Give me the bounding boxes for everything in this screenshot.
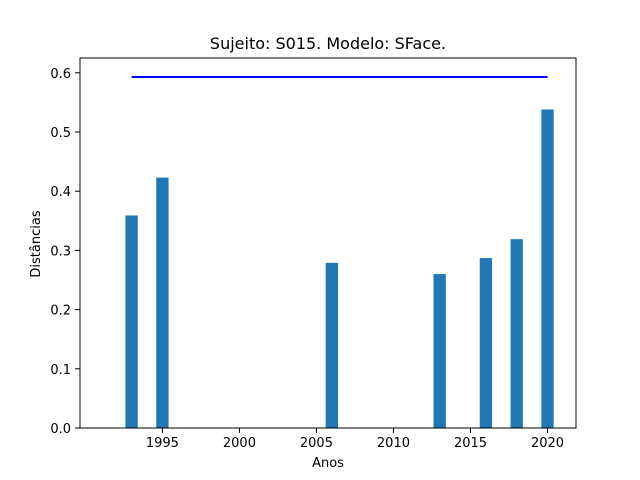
bar: [156, 177, 169, 428]
x-tick-label: 2015: [454, 436, 487, 451]
x-axis-label: Anos: [312, 456, 344, 471]
y-tick-label: 0.0: [50, 422, 71, 437]
plot-frame: [79, 57, 577, 429]
bar: [479, 258, 493, 428]
y-tick-label: 0.4: [50, 185, 71, 200]
chart-title: Sujeito: S015. Modelo: SFace.: [210, 34, 446, 53]
y-tick-label: 0.2: [50, 304, 71, 319]
bars-group: [125, 109, 554, 428]
y-axis: 0.0 0.1 0.2 0.3 0.4 0.5 0.6: [50, 67, 80, 437]
bar: [325, 262, 339, 428]
bar: [510, 239, 523, 428]
x-axis: 1995 2000 2005 2010 2015 2020: [146, 428, 564, 451]
x-tick-label: 2005: [300, 436, 333, 451]
y-axis-label: Distâncias: [29, 210, 44, 277]
x-tick-label: 2000: [223, 436, 256, 451]
bar: [433, 274, 446, 428]
x-tick-label: 2010: [377, 436, 410, 451]
x-tick-label: 2020: [531, 436, 564, 451]
y-tick-label: 0.3: [50, 244, 71, 259]
y-tick-label: 0.6: [50, 67, 71, 82]
x-tick-label: 1995: [146, 436, 179, 451]
y-tick-label: 0.5: [50, 126, 71, 141]
bar: [541, 109, 554, 428]
y-tick-label: 0.1: [50, 363, 71, 378]
bar: [125, 215, 138, 428]
